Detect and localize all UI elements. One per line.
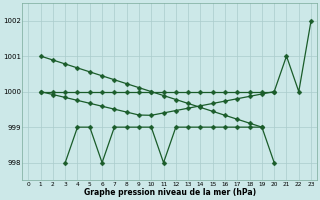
X-axis label: Graphe pression niveau de la mer (hPa): Graphe pression niveau de la mer (hPa) <box>84 188 256 197</box>
